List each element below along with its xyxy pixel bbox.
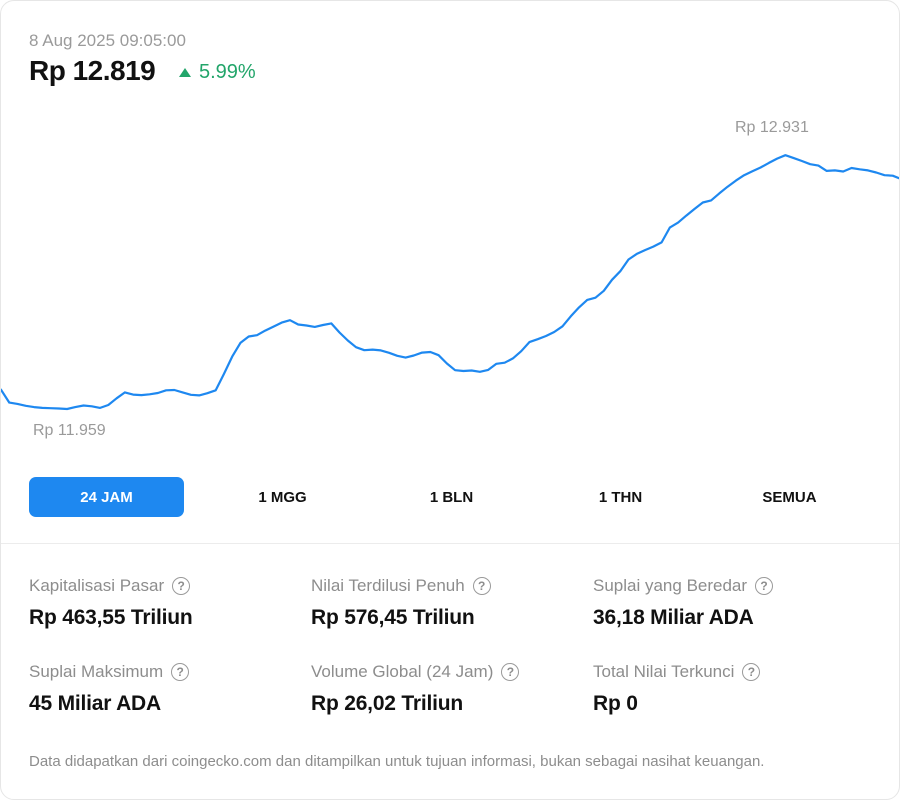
question-circle-icon[interactable]: ? — [742, 663, 761, 681]
price-chart — [1, 111, 899, 451]
price-chart-svg — [1, 154, 899, 411]
stat-value: Rp 0 — [593, 692, 638, 715]
price-change: 5.99% — [179, 61, 256, 84]
triangle-up-icon — [179, 68, 191, 77]
tab-1-thn[interactable]: 1 THN — [598, 488, 643, 506]
section-divider — [1, 543, 899, 544]
stat-circulating-supply: Suplai yang Beredar? 36,18 Miliar ADA — [593, 576, 874, 630]
chart-low-label: Rp 11.959 — [33, 422, 106, 439]
stat-value: Rp 26,02 Triliun — [311, 692, 464, 715]
stat-label: Suplai Maksimum — [29, 662, 164, 681]
stat-value: 36,18 Miliar ADA — [593, 606, 754, 629]
price-line — [1, 154, 899, 411]
tab-1-mgg[interactable]: 1 MGG — [258, 488, 307, 506]
stat-label: Kapitalisasi Pasar — [29, 576, 165, 595]
disclaimer-footnote: Data didapatkan dari coingecko.com dan d… — [29, 753, 765, 770]
stat-fully-diluted-value: Nilai Terdilusi Penuh? Rp 576,45 Triliun — [311, 576, 593, 630]
stat-max-supply: Suplai Maksimum? 45 Miliar ADA — [29, 662, 311, 716]
question-circle-icon[interactable]: ? — [501, 663, 520, 681]
stat-market-cap: Kapitalisasi Pasar? Rp 463,55 Triliun — [29, 576, 311, 630]
question-circle-icon[interactable]: ? — [472, 577, 491, 595]
stat-value: 45 Miliar ADA — [29, 692, 161, 715]
question-circle-icon[interactable]: ? — [171, 663, 190, 681]
price-change-percent: 5.99% — [199, 61, 256, 83]
chart-high-label: Rp 12.931 — [735, 119, 809, 136]
stat-label: Volume Global (24 Jam) — [311, 662, 494, 681]
stat-total-value-locked: Total Nilai Terkunci? Rp 0 — [593, 662, 874, 716]
current-price: Rp 12.819 — [29, 55, 156, 86]
stat-label: Suplai yang Beredar — [593, 576, 748, 595]
price-timestamp: 8 Aug 2025 09:05:00 — [29, 31, 186, 50]
stat-value: Rp 576,45 Triliun — [311, 606, 475, 629]
question-circle-icon[interactable]: ? — [755, 577, 774, 595]
tab-1-bln[interactable]: 1 BLN — [429, 488, 474, 506]
tab-semua[interactable]: SEMUA — [762, 488, 817, 506]
stat-label: Total Nilai Terkunci — [593, 662, 735, 681]
stats-grid: Kapitalisasi Pasar? Rp 463,55 Triliun Ni… — [29, 576, 874, 716]
stat-value: Rp 463,55 Triliun — [29, 606, 193, 629]
stat-label: Nilai Terdilusi Penuh — [311, 576, 465, 595]
range-tabs: 24 JAM 1 MGG 1 BLN 1 THN SEMUA — [29, 477, 874, 517]
stat-global-volume: Volume Global (24 Jam)? Rp 26,02 Triliun — [311, 662, 593, 716]
question-circle-icon[interactable]: ? — [172, 577, 191, 595]
tab-24-jam[interactable]: 24 JAM — [29, 477, 184, 517]
